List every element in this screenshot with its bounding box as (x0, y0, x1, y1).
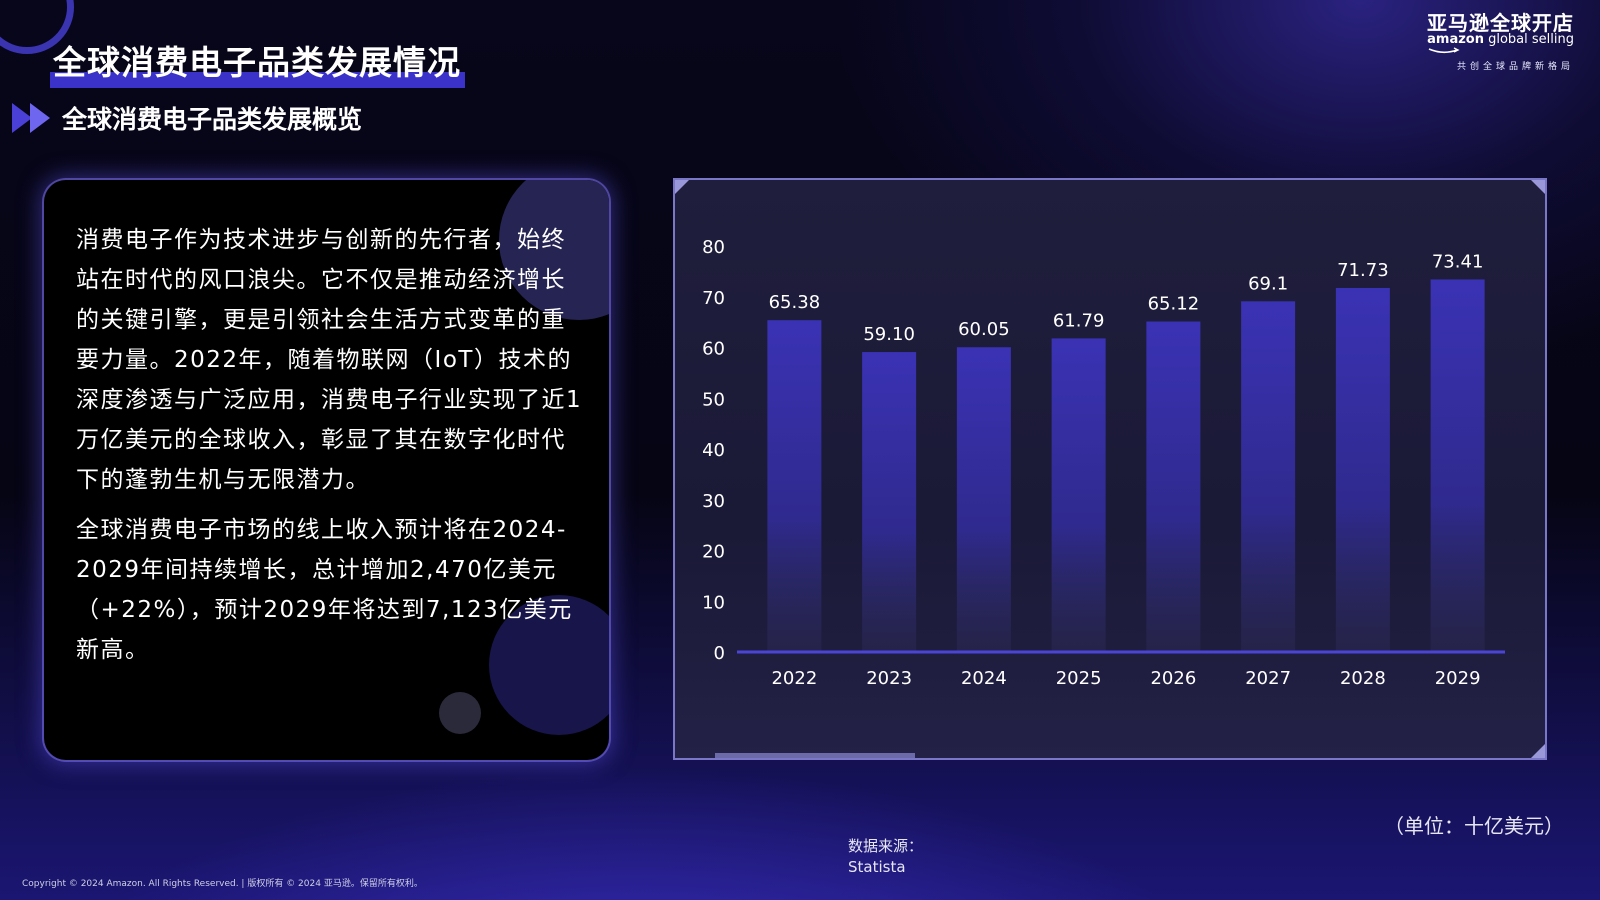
corner-accent (1531, 180, 1545, 194)
y-tick-label: 30 (702, 491, 725, 512)
decorative-circle (439, 692, 481, 734)
bar-2024 (956, 347, 1011, 652)
logo-amazon-wordmark: amazon (1427, 32, 1484, 47)
title-underline-bar (50, 72, 465, 88)
y-tick-label: 60 (702, 339, 725, 360)
x-tick-label: 2028 (1340, 668, 1386, 689)
revenue-bar-chart: 0 10 20 30 40 50 60 70 80 65.38 59.10 60.05 61.79 65… (675, 180, 1545, 758)
bar-value-label: 71.73 (1337, 260, 1389, 281)
data-source: 数据来源： Statista (848, 836, 923, 878)
summary-paragraph-1: 消费电子作为技术进步与创新的先行者，始终站在时代的风口浪尖。它不仅是推动经济增长… (76, 227, 583, 493)
section-heading: 全球消费电子品类发展概览 (12, 100, 362, 136)
bar-2029 (1430, 279, 1485, 652)
y-tick-label: 70 (702, 288, 725, 309)
logo-english-name: amazon global selling (1427, 33, 1574, 47)
summary-paragraph-2: 全球消费电子市场的线上收入预计将在2024-2029年间持续增长，总计增加2,4… (76, 517, 573, 663)
y-tick-label: 50 (702, 389, 725, 410)
logo-tagline: 共创全球品牌新格局 (1456, 62, 1574, 72)
bar-2023 (862, 352, 917, 652)
page-title: 全球消费电子品类发展情况 (53, 43, 461, 82)
y-tick-label: 0 (714, 643, 725, 664)
x-tick-label: 2026 (1150, 668, 1196, 689)
corner-accent (675, 180, 689, 194)
double-arrow-icon (12, 103, 54, 133)
bar-2022 (767, 320, 822, 652)
source-value: Statista (848, 858, 906, 876)
y-tick-label: 10 (702, 592, 725, 613)
y-tick-label: 80 (702, 237, 725, 258)
bar-value-label: 65.12 (1148, 294, 1200, 315)
bar-value-label: 65.38 (769, 292, 821, 313)
bar-2025 (1051, 338, 1106, 652)
x-tick-label: 2027 (1245, 668, 1291, 689)
revenue-bar-chart-panel: 0 10 20 30 40 50 60 70 80 65.38 59.10 60.05 61.79 65… (673, 178, 1547, 760)
corner-accent (1531, 744, 1545, 758)
section-subtitle: 全球消费电子品类发展概览 (62, 105, 363, 134)
amazon-global-selling-logo: 亚马逊全球开店 amazon global selling 共创全球品牌新格局 (1427, 12, 1574, 72)
decorative-circle (489, 595, 609, 735)
bar-2028 (1335, 287, 1390, 652)
y-tick-label: 20 (702, 542, 725, 563)
amazon-smile-icon (1428, 47, 1460, 54)
bar-value-label: 60.05 (958, 319, 1010, 340)
copyright-notice: Copyright © 2024 Amazon. All Rights Rese… (22, 879, 423, 889)
bar-value-label: 61.79 (1053, 310, 1105, 331)
bar-2026 (1146, 321, 1201, 652)
x-tick-label: 2025 (1056, 668, 1102, 689)
logo-chinese-name: 亚马逊全球开店 (1427, 11, 1574, 35)
x-tick-label: 2024 (961, 668, 1007, 689)
x-tick-label: 2023 (866, 668, 912, 689)
bar-value-label: 73.41 (1432, 251, 1484, 272)
y-tick-label: 40 (702, 440, 725, 461)
bar-value-label: 59.10 (863, 324, 915, 345)
scroll-accent (715, 753, 915, 758)
logo-global-selling: global selling (1483, 32, 1574, 47)
unit-label: （单位：十亿美元） (1384, 814, 1564, 838)
source-label: 数据来源： (848, 837, 924, 855)
bar-2027 (1241, 301, 1296, 652)
x-tick-label: 2029 (1435, 668, 1481, 689)
summary-text-card: 消费电子作为技术进步与创新的先行者，始终站在时代的风口浪尖。它不仅是推动经济增长… (44, 180, 609, 760)
x-tick-label: 2022 (771, 668, 817, 689)
bar-value-label: 69.1 (1248, 273, 1288, 294)
